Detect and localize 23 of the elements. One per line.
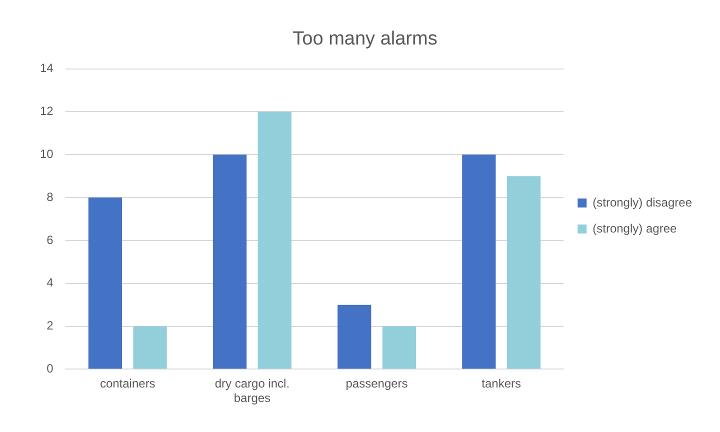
bar: [258, 112, 292, 369]
y-tick-label: 4: [46, 276, 54, 290]
y-tick-label: 12: [40, 104, 54, 118]
x-tick-label: containers: [100, 376, 156, 391]
bar: [462, 154, 496, 369]
bar: [506, 176, 541, 369]
chart-title: Too many alarms: [292, 28, 438, 50]
bar: [88, 198, 122, 369]
x-tick-label: tankers: [482, 376, 522, 391]
bar: [133, 326, 167, 369]
legend-label: (strongly) agree: [592, 221, 677, 236]
y-tick-label: 2: [46, 318, 54, 333]
bar: [212, 154, 247, 369]
y-tick-label: 10: [40, 146, 54, 161]
y-tick-label: 14: [40, 61, 54, 76]
bar: [338, 304, 372, 369]
y-tick-label: 8: [46, 190, 54, 204]
y-tick-label: 0: [46, 362, 54, 376]
bar: [382, 326, 416, 369]
x-tick-label: dry cargo incl. barges: [214, 376, 290, 406]
legend-label: (strongly) disagree: [592, 195, 692, 210]
y-tick-label: 6: [46, 232, 54, 247]
x-tick-label: passengers: [346, 376, 408, 391]
